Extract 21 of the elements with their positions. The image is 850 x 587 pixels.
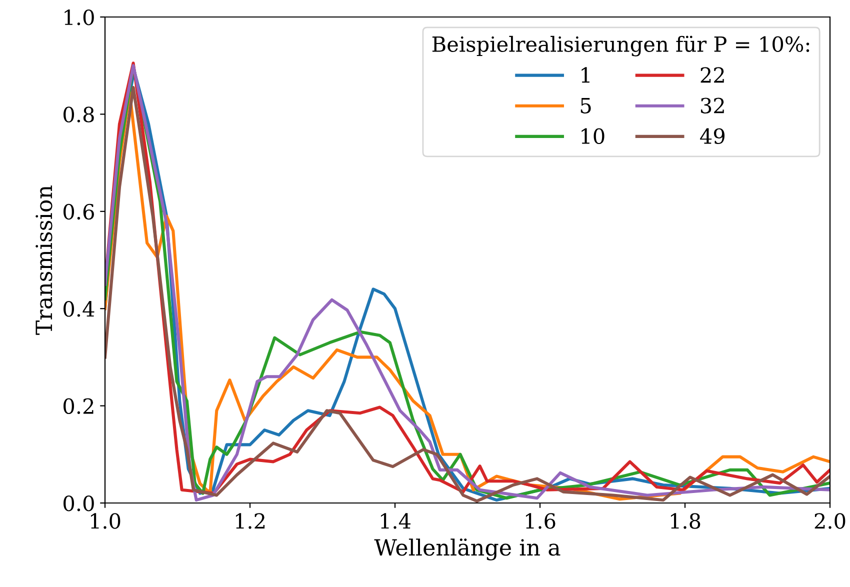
legend-label: 5 [580, 98, 591, 114]
legend-label: 49 [700, 128, 725, 144]
x-tick-label: 1.6 [526, 513, 556, 529]
legend-label: 32 [700, 98, 724, 114]
y-tick-label: 1.0 [64, 9, 94, 26]
x-tick-label: 1.8 [670, 513, 700, 529]
legend-label: 10 [582, 128, 604, 144]
legend-label: 22 [700, 67, 724, 83]
legend-title: Beispielrealisierungen für P = 10%: [432, 36, 810, 56]
y-tick-label: 0.8 [64, 106, 94, 122]
x-tick-label: 1.0 [90, 513, 120, 529]
x-tick-label: 1.4 [380, 513, 411, 529]
y-tick-label: 0.6 [64, 204, 94, 220]
x-axis-title: Wellenlänge in a [374, 538, 560, 560]
legend-label: 1 [582, 67, 590, 83]
y-tick-label: 0.4 [64, 301, 94, 317]
y-axis-title: Transmission [36, 186, 52, 335]
x-tick-label: 2.0 [814, 513, 846, 529]
y-tick-label: 0.2 [64, 398, 94, 414]
y-tick-label: 0.0 [64, 495, 94, 512]
x-tick-label: 1.2 [236, 513, 265, 529]
